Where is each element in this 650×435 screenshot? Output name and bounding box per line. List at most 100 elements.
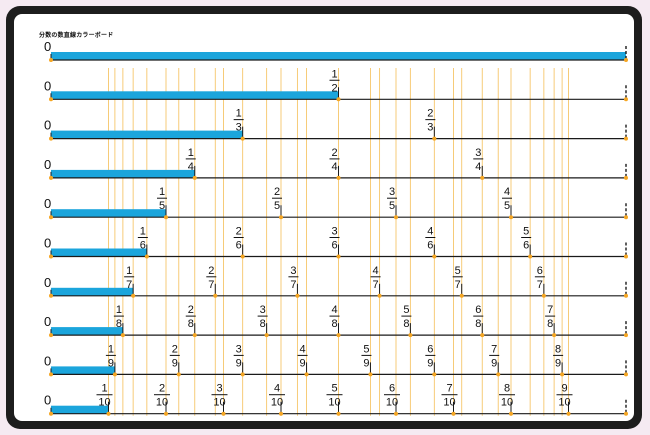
- fraction-dot: [432, 254, 437, 259]
- fraction-numerator: 1: [101, 383, 107, 395]
- endpoint-dot: [49, 293, 53, 298]
- fraction-denominator: 9: [555, 357, 561, 369]
- fraction-denominator: 10: [558, 397, 570, 409]
- fraction-numerator: 3: [290, 265, 296, 277]
- fraction-dot: [480, 175, 485, 180]
- fraction-denominator: 3: [427, 122, 433, 134]
- endpoint-dot: [624, 58, 628, 62]
- fraction-numerator: 4: [331, 304, 337, 316]
- fraction-denominator: 7: [126, 279, 132, 291]
- fraction-numerator: 2: [188, 304, 194, 316]
- fraction-dot: [144, 254, 149, 259]
- fraction-denominator: 7: [373, 279, 379, 291]
- fraction-denominator: 4: [475, 161, 481, 173]
- fraction-numerator: 5: [403, 304, 409, 316]
- fraction-bar: [51, 248, 147, 257]
- fraction-denominator: 10: [98, 397, 110, 409]
- endpoint-dot: [49, 215, 53, 220]
- fraction-dot: [368, 372, 373, 377]
- fraction-denominator: 8: [116, 318, 122, 330]
- fraction-numerator: 2: [159, 383, 165, 395]
- zero-label: 0: [44, 39, 51, 54]
- fraction-numerator: 4: [427, 226, 433, 238]
- fraction-denominator: 9: [363, 357, 369, 369]
- zero-label: 0: [44, 393, 51, 408]
- fraction-dot: [240, 136, 245, 141]
- endpoint-dot: [49, 97, 53, 102]
- fraction-bar: [51, 209, 166, 218]
- fraction-dot: [541, 293, 546, 298]
- fraction-dot: [432, 372, 437, 377]
- fraction-dot: [295, 293, 300, 298]
- fraction-numerator: 5: [523, 226, 529, 238]
- endpoint-dot: [624, 372, 628, 377]
- fraction-dot: [528, 254, 533, 259]
- fraction-numerator: 6: [475, 304, 481, 316]
- fraction-denominator: 6: [331, 240, 337, 252]
- zero-label: 0: [44, 157, 51, 172]
- fraction-dot: [394, 215, 398, 220]
- fraction-numerator: 5: [455, 265, 461, 277]
- fraction-denominator: 10: [328, 397, 340, 409]
- fraction-numerator: 5: [331, 383, 337, 395]
- fraction-numerator: 2: [236, 226, 242, 238]
- fraction-dot: [240, 372, 245, 377]
- fraction-denominator: 5: [389, 200, 395, 212]
- fraction-numerator: 6: [537, 265, 543, 277]
- fraction-bar: [51, 130, 243, 139]
- fraction-numerator: 8: [504, 383, 510, 395]
- fraction-dot: [480, 333, 485, 338]
- fraction-dot: [304, 372, 309, 377]
- fraction-numerator: 3: [260, 304, 266, 316]
- fraction-dot: [377, 293, 382, 298]
- fraction-bar: [51, 169, 195, 178]
- fraction-numerator: 7: [547, 304, 553, 316]
- fraction-dot: [221, 411, 226, 416]
- fraction-numerator: 1: [159, 186, 165, 198]
- fraction-denominator: 7: [208, 279, 214, 291]
- fraction-bar: [51, 327, 123, 336]
- fraction-dot: [552, 333, 557, 338]
- fraction-denominator: 9: [299, 357, 305, 369]
- fraction-numerator: 1: [108, 343, 114, 355]
- fraction-dot: [336, 333, 341, 338]
- fraction-numerator: 4: [504, 186, 510, 198]
- fraction-dot: [560, 372, 565, 377]
- fraction-dot: [408, 333, 413, 338]
- fraction-dot: [176, 372, 181, 377]
- fraction-numerator: 3: [475, 147, 481, 159]
- fraction-dot: [566, 411, 571, 416]
- fraction-denominator: 5: [274, 200, 280, 212]
- fraction-denominator: 9: [172, 357, 178, 369]
- fraction-dot: [336, 97, 341, 102]
- fraction-dot: [432, 136, 437, 141]
- fraction-numerator: 2: [274, 186, 280, 198]
- fraction-dot: [336, 254, 341, 259]
- fraction-denominator: 10: [271, 397, 283, 409]
- fraction-dot: [509, 411, 513, 416]
- fraction-denominator: 7: [290, 279, 296, 291]
- fraction-bar: [51, 287, 134, 296]
- fraction-denominator: 10: [213, 397, 225, 409]
- fraction-numerator: 3: [236, 343, 242, 355]
- fraction-denominator: 6: [140, 240, 146, 252]
- board-frame: 分数の数直線カラーボード 0 0 1 2 0 1 3 2 3 0 1 4 2 4 3 4 0 1 5 2 5 3 5 4 5 0 1…: [6, 6, 642, 429]
- fraction-dot: [451, 411, 456, 416]
- fraction-denominator: 7: [455, 279, 461, 291]
- fraction-numerator: 4: [299, 343, 305, 355]
- fraction-denominator: 10: [501, 397, 513, 409]
- fraction-numerator: 8: [555, 343, 561, 355]
- fraction-dot: [336, 411, 341, 416]
- fraction-numerator: 6: [427, 343, 433, 355]
- fraction-dot: [279, 215, 283, 220]
- fraction-dot: [459, 293, 464, 298]
- fraction-numerator: 6: [389, 383, 395, 395]
- fraction-dot: [131, 293, 136, 298]
- endpoint-dot: [624, 97, 628, 102]
- fraction-denominator: 10: [386, 397, 398, 409]
- fraction-numerator: 7: [491, 343, 497, 355]
- fraction-denominator: 2: [331, 82, 337, 94]
- endpoint-dot: [49, 136, 53, 141]
- fraction-dot: [279, 411, 283, 416]
- fraction-numerator: 1: [116, 304, 122, 316]
